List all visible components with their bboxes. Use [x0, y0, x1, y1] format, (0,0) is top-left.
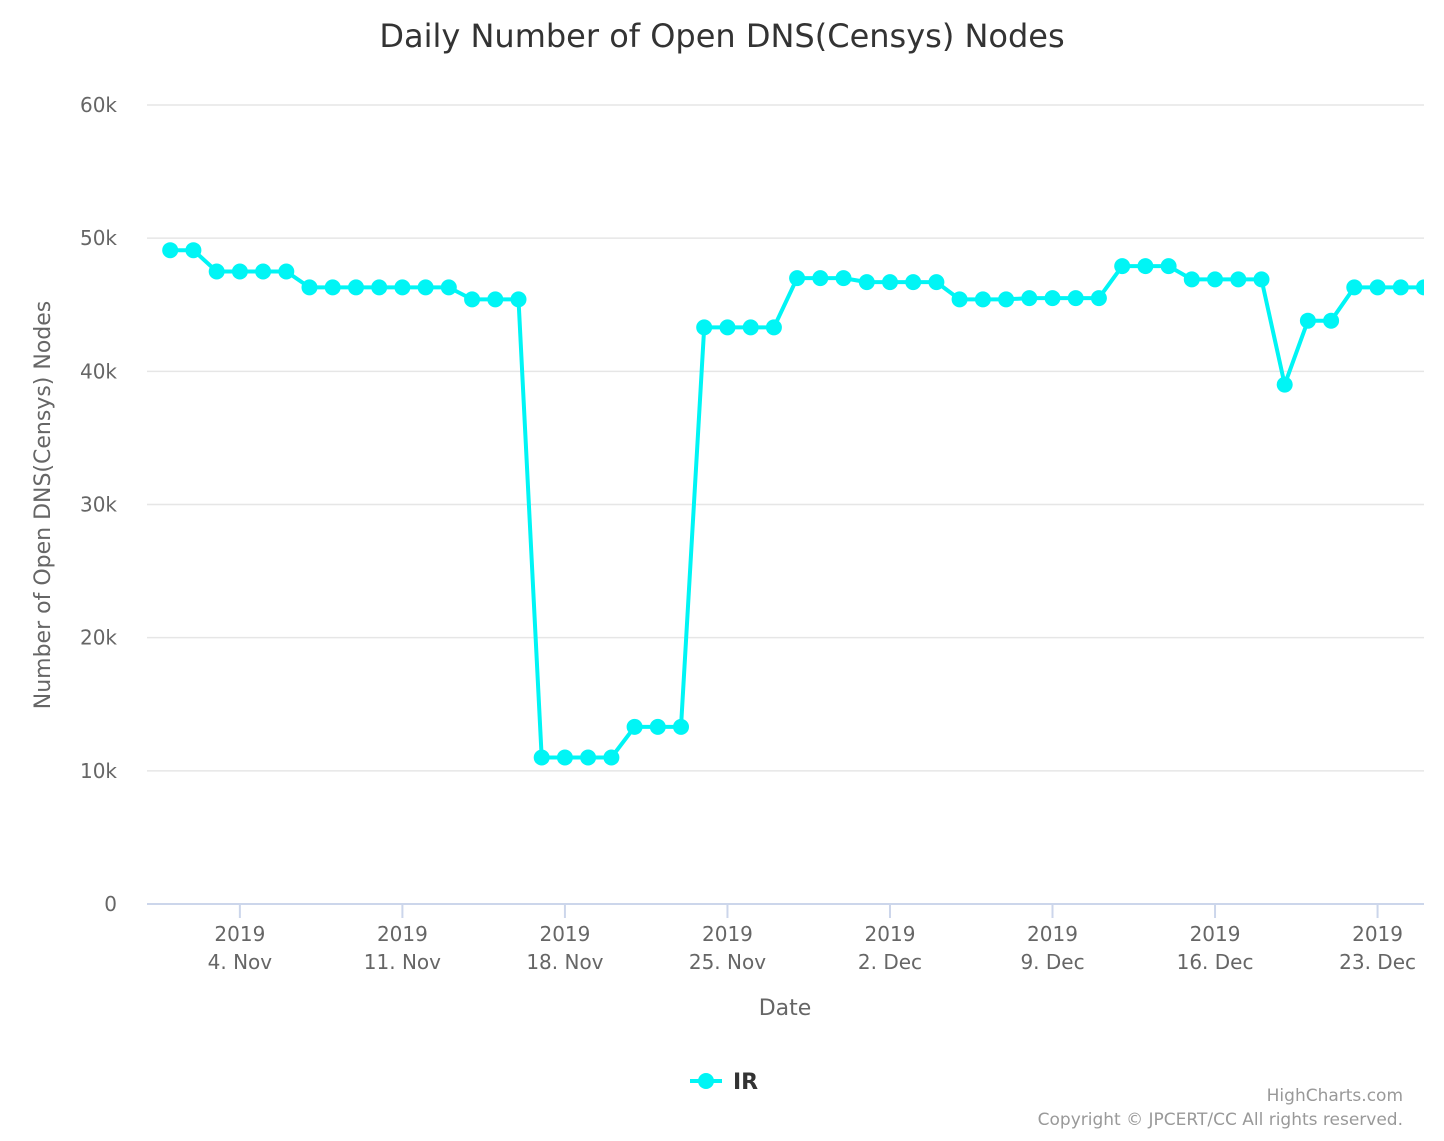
data-point [580, 749, 597, 766]
x-tick-label: 4. Nov [208, 950, 273, 974]
data-point [835, 270, 852, 287]
data-point [1253, 271, 1270, 288]
y-tick-label: 60k [80, 93, 117, 117]
y-tick-label: 0 [104, 892, 117, 916]
data-point [324, 279, 341, 296]
x-tick-year: 2019 [1027, 922, 1078, 946]
data-point [185, 242, 202, 259]
data-point [1044, 290, 1061, 307]
x-tick-year: 2019 [539, 922, 590, 946]
data-point [1090, 290, 1107, 307]
legend-marker-icon [698, 1073, 714, 1089]
data-point [1346, 279, 1363, 296]
chart-title: Daily Number of Open DNS(Censys) Nodes [379, 17, 1064, 55]
data-point [1114, 258, 1131, 275]
data-point [371, 279, 388, 296]
data-point [649, 718, 666, 735]
x-tick-year: 2019 [865, 922, 916, 946]
data-point [231, 263, 248, 280]
credit-copyright: Copyright © JPCERT/CC All rights reserve… [1038, 1110, 1403, 1130]
legend-item-ir[interactable]: IR [733, 1070, 758, 1095]
data-point [208, 263, 225, 280]
data-point [255, 263, 272, 280]
y-axis-labels: 0 10k 20k 30k 40k 50k 60k [80, 93, 117, 916]
data-point [858, 274, 875, 291]
data-point [1392, 279, 1409, 296]
legend[interactable]: IR [690, 1070, 758, 1095]
data-point [765, 319, 782, 336]
data-point [278, 263, 295, 280]
data-point [464, 291, 481, 308]
y-axis-title: Number of Open DNS(Censys) Nodes [31, 301, 56, 710]
data-point [417, 279, 434, 296]
y-tick-label: 30k [80, 493, 117, 517]
data-point [348, 279, 364, 296]
data-point [1230, 271, 1247, 288]
data-point [905, 274, 922, 291]
x-tick-label: 25. Nov [689, 950, 766, 974]
y-tick-label: 50k [80, 226, 117, 250]
grid [147, 104, 1424, 772]
data-point [928, 274, 945, 291]
data-point [162, 242, 179, 259]
x-tick-year: 2019 [702, 922, 753, 946]
data-point [394, 279, 411, 296]
x-tick-year: 2019 [1190, 922, 1241, 946]
y-tick-label: 20k [80, 626, 117, 650]
series-ir-group [162, 242, 1424, 766]
data-point [673, 718, 689, 735]
data-point [1021, 290, 1038, 307]
x-tick-year: 2019 [214, 922, 265, 946]
y-tick-label: 40k [80, 359, 117, 383]
data-point [487, 291, 504, 308]
data-point [742, 319, 759, 336]
data-point [510, 291, 527, 308]
x-tick-label: 16. Dec [1177, 950, 1254, 974]
x-tick-label: 11. Nov [364, 950, 441, 974]
data-point [1067, 290, 1084, 307]
data-point [1416, 279, 1424, 296]
data-point [1160, 258, 1177, 275]
y-tick-label: 10k [80, 759, 117, 783]
data-point [603, 749, 620, 766]
data-point [951, 291, 968, 308]
credit-highcharts[interactable]: HighCharts.com [1267, 1086, 1403, 1106]
x-tick-label: 2. Dec [858, 950, 922, 974]
x-tick-label: 23. Dec [1339, 950, 1416, 974]
data-point [998, 291, 1015, 308]
data-point [533, 749, 550, 766]
x-tick-year: 2019 [377, 922, 428, 946]
data-point [301, 279, 318, 296]
data-point [1276, 376, 1293, 393]
x-tick-label: 18. Nov [526, 950, 603, 974]
data-point [626, 718, 643, 735]
x-axis-title: Date [759, 996, 812, 1021]
data-point [974, 291, 991, 308]
x-axis-ticks: 2019 4. Nov 2019 11. Nov 2019 18. Nov 2019 25. … [208, 904, 1416, 974]
data-point [440, 279, 457, 296]
data-point [556, 749, 573, 766]
series-ir[interactable] [162, 242, 1432, 766]
data-point [696, 319, 713, 336]
data-point [812, 270, 829, 287]
x-tick-label: 9. Dec [1020, 950, 1084, 974]
data-point [1207, 271, 1223, 288]
data-point [1137, 258, 1154, 275]
x-tick-year: 2019 [1352, 922, 1403, 946]
data-point [719, 319, 736, 336]
data-point [1369, 279, 1386, 296]
data-point [1323, 312, 1340, 329]
data-point [1183, 271, 1200, 288]
data-point [1299, 312, 1316, 329]
data-point [882, 274, 898, 291]
data-point [789, 270, 806, 287]
